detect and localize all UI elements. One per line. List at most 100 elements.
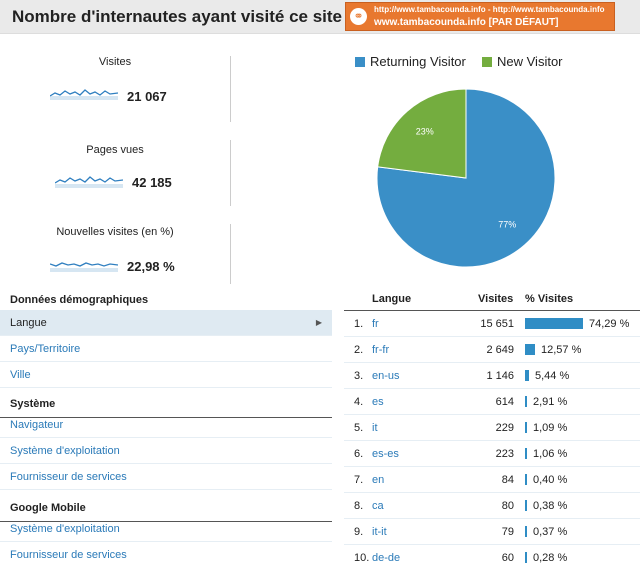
divider xyxy=(230,140,231,206)
legend-item-returning[interactable]: Returning Visitor xyxy=(355,54,466,69)
row-language-link[interactable]: it-it xyxy=(372,526,387,538)
nav-item-label: Ville xyxy=(10,369,31,381)
column-header-pct[interactable]: % Visites xyxy=(525,293,574,305)
row-pct-bar xyxy=(525,526,527,537)
row-language-link[interactable]: en xyxy=(372,474,385,486)
table-row: 7. en 84 0,40 % xyxy=(344,467,640,493)
row-pct-bar xyxy=(525,448,527,459)
row-language-link[interactable]: de-de xyxy=(372,552,401,564)
row-pct: 5,44 % xyxy=(535,370,570,382)
row-pct-bar xyxy=(525,344,535,355)
nav-item-os[interactable]: Système d'exploitation xyxy=(0,438,332,464)
table-row: 2. fr-fr 2 649 12,57 % xyxy=(344,337,640,363)
row-visits: 80 xyxy=(501,500,514,512)
row-visits: 15 651 xyxy=(480,318,514,330)
divider xyxy=(230,224,231,284)
sparkline xyxy=(50,262,118,272)
column-header-language[interactable]: Langue xyxy=(372,293,412,305)
row-pct-bar xyxy=(525,552,527,563)
profile-urls: http://www.tambacounda.info - http://www… xyxy=(374,5,605,14)
nav-item-mobile-os[interactable]: Système d'exploitation xyxy=(0,516,332,542)
metric-label: Visites xyxy=(98,56,132,68)
metric-value: 22,98 % xyxy=(127,259,175,274)
metric-value: 21 067 xyxy=(127,89,167,104)
row-rank: 10. xyxy=(354,552,370,564)
page-title: Nombre d'internautes ayant visité ce sit… xyxy=(12,7,353,26)
row-pct: 0,38 % xyxy=(533,500,568,512)
table-row: 3. en-us 1 146 5,44 % xyxy=(344,363,640,389)
row-language-link[interactable]: it xyxy=(372,422,378,434)
row-pct-bar xyxy=(525,474,527,485)
pie-slice-new-visitor[interactable] xyxy=(377,88,467,179)
nav-item-label: Navigateur xyxy=(10,419,64,431)
legend-label: Returning Visitor xyxy=(370,54,466,69)
nav-item-label: Fournisseur de services xyxy=(10,549,127,561)
nav-item-label: Fournisseur de services xyxy=(10,471,127,483)
table-row: 5. it 229 1,09 % xyxy=(344,415,640,441)
row-visits: 2 649 xyxy=(486,344,514,356)
legend-swatch xyxy=(355,57,365,67)
row-pct: 12,57 % xyxy=(541,344,582,356)
row-pct: 0,40 % xyxy=(533,474,568,486)
nav-item-label: Système d'exploitation xyxy=(10,523,120,535)
row-language-link[interactable]: es xyxy=(372,396,384,408)
legend-label: New Visitor xyxy=(497,54,563,69)
row-pct-bar xyxy=(525,370,529,381)
row-language-link[interactable]: ca xyxy=(372,500,384,512)
nav-item-label: Langue xyxy=(10,317,47,329)
nav-item-browser[interactable]: Navigateur xyxy=(0,412,332,438)
row-pct: 0,28 % xyxy=(533,552,568,564)
row-rank: 2. xyxy=(354,344,364,356)
row-rank: 5. xyxy=(354,422,364,434)
metric-label: Nouvelles visites (en %) xyxy=(56,226,174,238)
row-language-link[interactable]: fr-fr xyxy=(372,344,390,356)
table-row: 1. fr 15 651 74,29 % xyxy=(344,311,640,337)
row-pct: 2,91 % xyxy=(533,396,568,408)
legend-item-new[interactable]: New Visitor xyxy=(482,54,563,69)
row-rank: 9. xyxy=(354,526,364,538)
sparkline xyxy=(55,176,123,188)
nav-item-city[interactable]: Ville xyxy=(0,362,332,388)
row-rank: 4. xyxy=(354,396,364,408)
row-pct: 74,29 % xyxy=(589,318,630,330)
globe-icon: ⚭ xyxy=(350,8,367,25)
divider xyxy=(230,56,231,122)
header-bar: Nombre d'internautes ayant visité ce sit… xyxy=(0,0,640,34)
row-visits: 229 xyxy=(495,422,514,434)
column-header-visits[interactable]: Visites xyxy=(478,293,514,305)
row-rank: 1. xyxy=(354,318,364,330)
pie-slice-label: 77% xyxy=(498,220,516,230)
row-rank: 7. xyxy=(354,474,364,486)
legend-swatch xyxy=(482,57,492,67)
table-row: 10. de-de 60 0,28 % xyxy=(344,545,640,566)
nav-item-language[interactable]: Langue ▶ xyxy=(0,310,332,336)
table-row: 4. es 614 2,91 % xyxy=(344,389,640,415)
row-pct-bar xyxy=(525,318,583,329)
table-row: 8. ca 80 0,38 % xyxy=(344,493,640,519)
row-pct-bar xyxy=(525,422,527,433)
row-rank: 8. xyxy=(354,500,364,512)
profile-name: www.tambacounda.info [PAR DÉFAUT] xyxy=(374,17,559,28)
nav-item-country[interactable]: Pays/Territoire xyxy=(0,336,332,362)
row-rank: 3. xyxy=(354,370,364,382)
row-pct-bar xyxy=(525,396,527,407)
row-pct: 0,37 % xyxy=(533,526,568,538)
profile-selector[interactable]: ⚭ http://www.tambacounda.info - http://w… xyxy=(345,2,615,31)
row-visits: 60 xyxy=(501,552,514,564)
row-visits: 614 xyxy=(495,396,514,408)
metric-value: 42 185 xyxy=(132,175,172,190)
nav-item-isp[interactable]: Fournisseur de services xyxy=(0,464,332,490)
nav-heading-system: Système xyxy=(0,396,332,418)
row-language-link[interactable]: en-us xyxy=(372,370,400,382)
row-pct: 1,06 % xyxy=(533,448,568,460)
row-visits: 79 xyxy=(501,526,514,538)
nav-item-label: Pays/Territoire xyxy=(10,343,81,355)
row-pct: 1,09 % xyxy=(533,422,568,434)
nav-heading-mobile: Google Mobile xyxy=(0,500,332,522)
row-language-link[interactable]: fr xyxy=(372,318,379,330)
table-row: 6. es-es 223 1,06 % xyxy=(344,441,640,467)
row-language-link[interactable]: es-es xyxy=(372,448,399,460)
visitor-pie-chart: 77% 23% xyxy=(376,88,556,268)
nav-item-mobile-isp[interactable]: Fournisseur de services xyxy=(0,542,332,566)
row-visits: 1 146 xyxy=(486,370,514,382)
